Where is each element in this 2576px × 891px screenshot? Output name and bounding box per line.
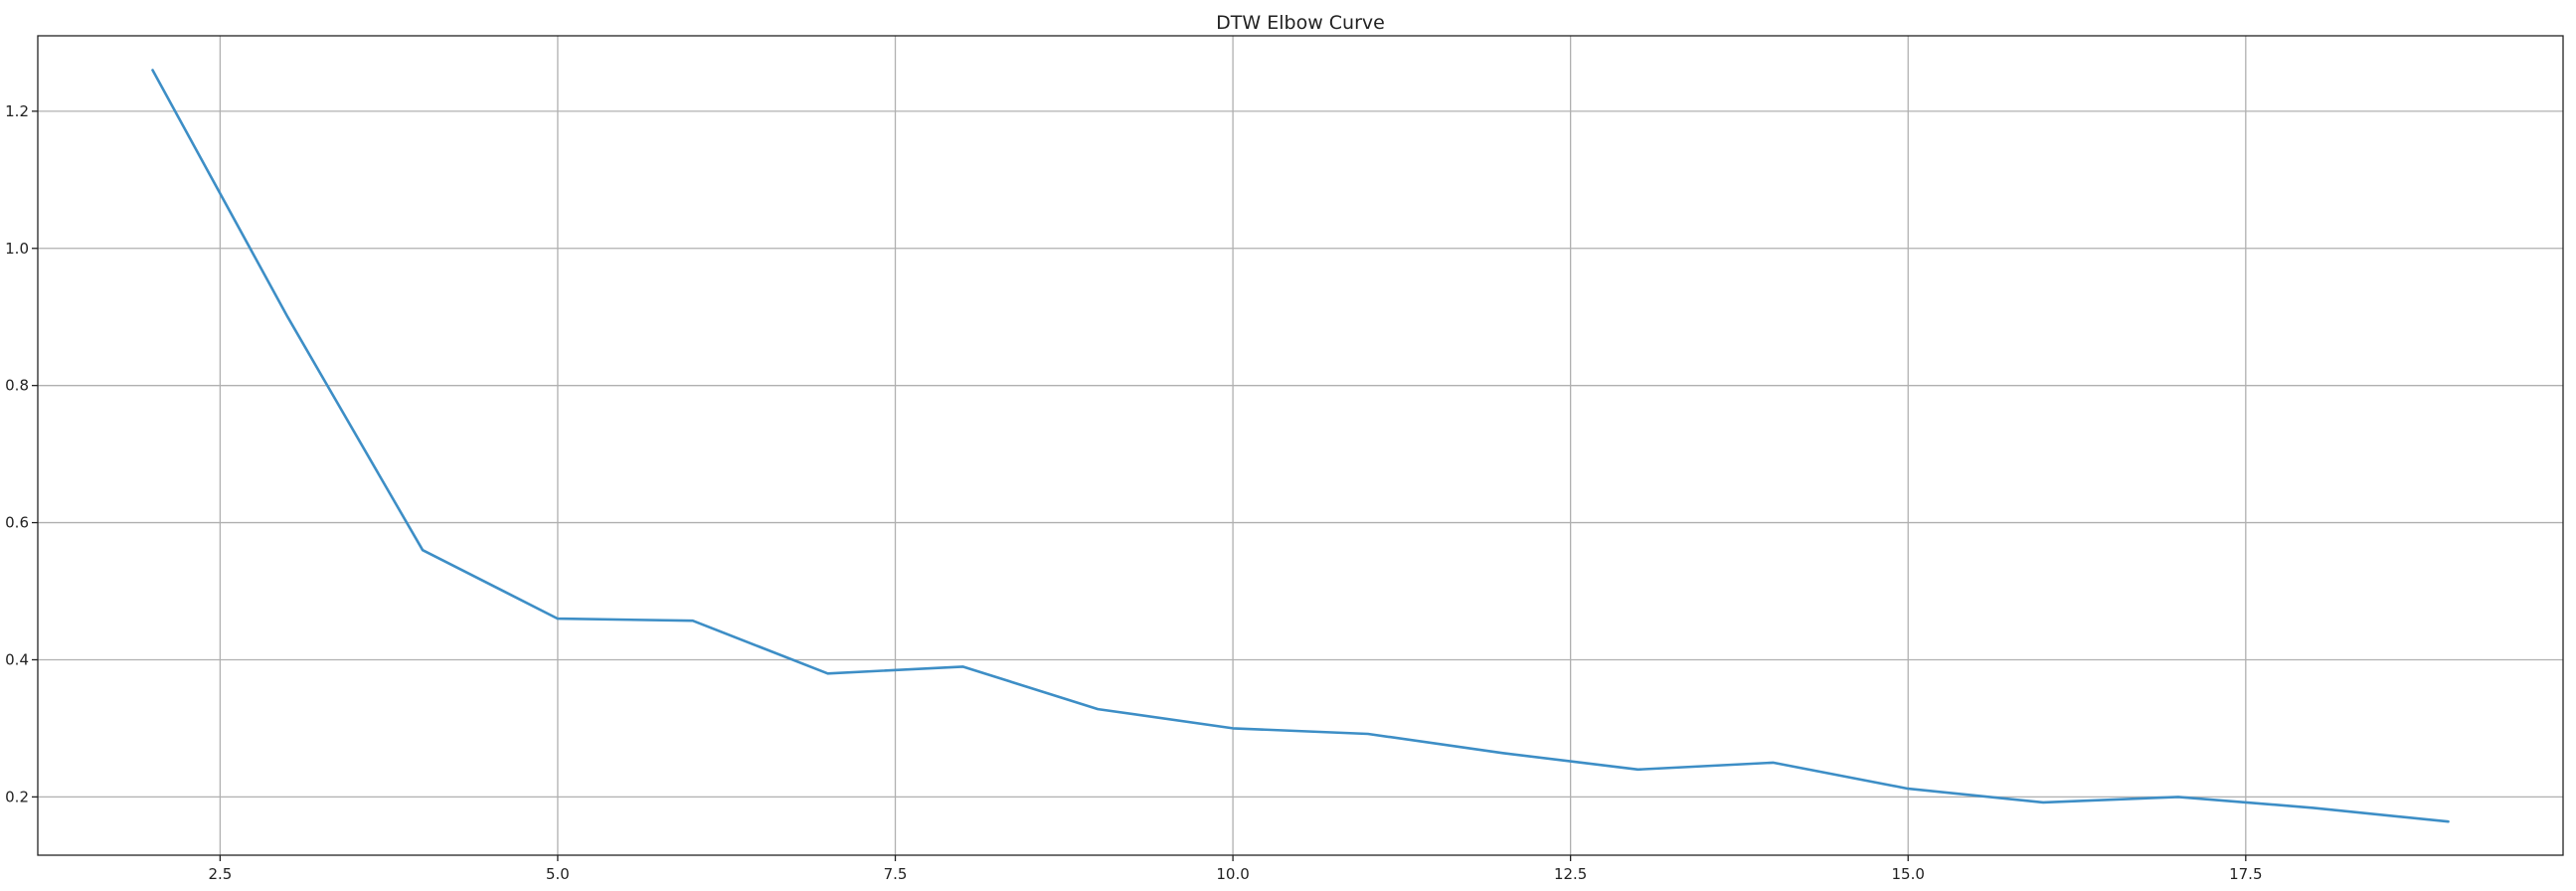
x-tick-label: 5.0 (546, 865, 570, 883)
y-tick-label: 0.2 (5, 788, 29, 805)
x-axis-ticks: 2.5 5.0 7.5 10.0 12.5 15.0 17.5 (208, 855, 2263, 883)
y-axis-ticks: 0.2 0.4 0.6 0.8 1.0 1.2 (5, 102, 38, 805)
x-tick-label: 15.0 (1892, 865, 1925, 883)
x-gridlines (219, 36, 2247, 855)
y-tick-label: 0.8 (5, 377, 29, 395)
y-tick-label: 1.2 (5, 102, 29, 120)
x-tick-label: 2.5 (208, 865, 232, 883)
y-tick-label: 1.0 (5, 240, 29, 258)
y-tick-label: 0.6 (5, 514, 29, 532)
plot-frame (37, 35, 2564, 856)
y-gridlines (38, 110, 2563, 799)
chart-title: DTW Elbow Curve (1216, 12, 1385, 34)
y-tick-label: 0.4 (5, 650, 29, 668)
series-layer (151, 69, 2450, 823)
x-tick-label: 12.5 (1554, 865, 1587, 883)
series-line (151, 69, 2450, 823)
x-tick-label: 17.5 (2229, 865, 2262, 883)
x-tick-label: 7.5 (884, 865, 908, 883)
x-tick-label: 10.0 (1216, 865, 1249, 883)
